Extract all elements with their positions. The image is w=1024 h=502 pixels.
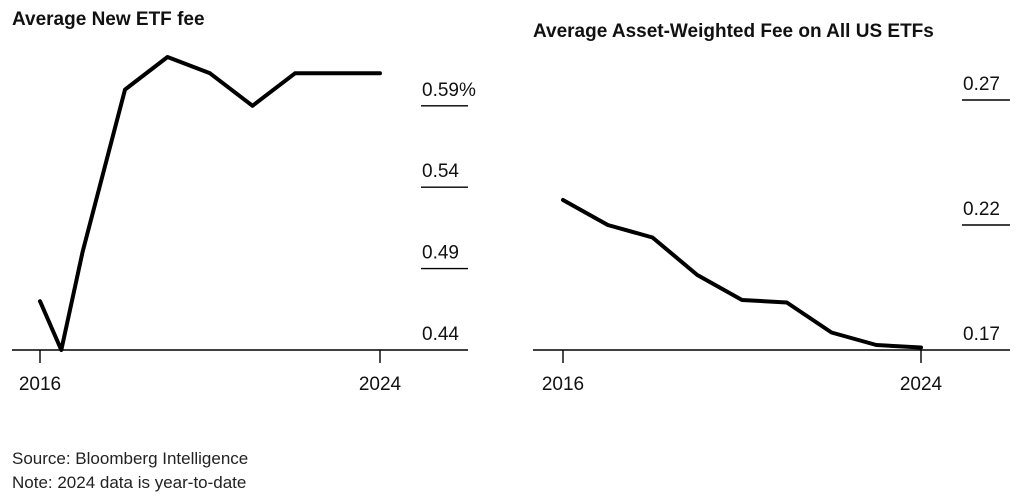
x-tick-label: 2024 bbox=[900, 374, 943, 395]
x-tick-label: 2016 bbox=[19, 374, 61, 395]
chart-1-plot: 0.44 0.49 0.54 0.59% 2016 2024 bbox=[12, 55, 476, 395]
y-tick-label: 0.27 bbox=[963, 74, 1000, 95]
chart-1-title: Average New ETF fee bbox=[12, 9, 205, 30]
chart-2-plot: 0.17 0.22 0.27 2016 2024 bbox=[533, 74, 1010, 395]
y-tick-label: 0.22 bbox=[963, 199, 1000, 220]
chart-2-title: Average Asset-Weighted Fee on All US ETF… bbox=[533, 21, 934, 42]
data-note: Note: 2024 data is year-to-date bbox=[12, 473, 247, 492]
series-line bbox=[561, 198, 923, 350]
y-tick-label: 0.49 bbox=[422, 243, 459, 264]
x-tick-label: 2016 bbox=[542, 374, 584, 395]
y-tick-label: 0.59% bbox=[422, 80, 476, 101]
source-note: Source: Bloomberg Intelligence bbox=[12, 449, 249, 468]
y-tick-label: 0.17 bbox=[963, 324, 1000, 345]
x-tick-label: 2024 bbox=[359, 374, 402, 395]
y-tick-label: 0.54 bbox=[422, 161, 459, 182]
y-tick-label: 0.44 bbox=[422, 324, 459, 345]
series-line bbox=[38, 55, 382, 352]
